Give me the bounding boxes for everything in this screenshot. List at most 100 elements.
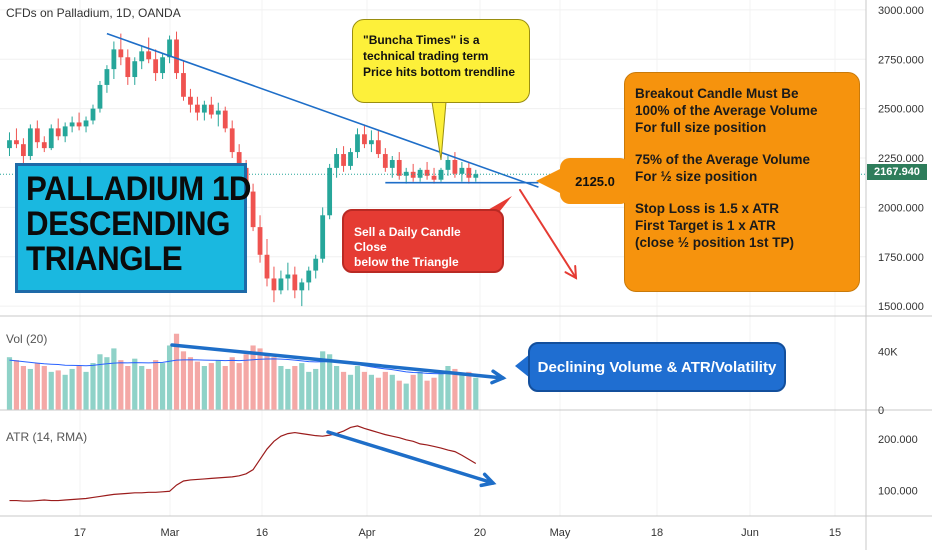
candle-body xyxy=(160,57,165,74)
candle-body xyxy=(229,128,235,153)
atr-line xyxy=(9,425,477,502)
volume-tick-label: 40K xyxy=(878,346,898,358)
volume-bar xyxy=(215,360,221,410)
yellow-note-line-2: technical trading term xyxy=(363,49,489,63)
candle-body xyxy=(452,159,458,174)
declining-volume-note: Declining Volume & ATR/Volatility xyxy=(528,342,786,392)
sell-arrow xyxy=(519,189,577,279)
volume-bar xyxy=(431,377,437,410)
candle-body xyxy=(21,144,26,157)
rule-3a: Stop Loss is 1.5 x ATR xyxy=(635,201,780,216)
volume-bar xyxy=(278,366,284,410)
volume-bar xyxy=(104,357,110,410)
volume-bar xyxy=(452,368,458,410)
volume-bar xyxy=(166,345,173,410)
price-tick-label: 3000.000 xyxy=(878,5,924,17)
candle-body xyxy=(132,61,138,78)
candle-body xyxy=(83,120,89,127)
candle-body xyxy=(278,278,284,291)
volume-bar xyxy=(403,383,409,410)
volume-note-pointer xyxy=(515,354,530,378)
candle-body xyxy=(174,39,179,74)
candle-body xyxy=(271,278,277,291)
candle-body xyxy=(369,140,374,145)
sell-signal-note: Sell a Daily Candle Close below the Tria… xyxy=(342,209,504,273)
descending-trendline xyxy=(106,32,539,188)
candle-body xyxy=(55,128,61,137)
candle-body xyxy=(139,51,145,62)
volume-bar xyxy=(459,374,465,410)
price-tick-label: 1500.000 xyxy=(878,301,924,313)
volume-bar xyxy=(271,357,277,410)
volume-bar xyxy=(417,371,423,410)
title-line-1: PALLADIUM 1D xyxy=(26,170,252,208)
support-price-tag: 2125.0 xyxy=(560,158,630,204)
volume-bar xyxy=(48,371,54,410)
candle-body xyxy=(382,154,388,168)
candle-body xyxy=(111,49,117,70)
volume-bar xyxy=(438,371,444,410)
candle-body xyxy=(424,169,430,176)
volume-bar xyxy=(139,366,145,410)
candle-body xyxy=(195,104,200,113)
buncha-times-note: "Buncha Times" is a technical trading te… xyxy=(352,19,530,103)
rule-3c: (close ½ position 1st TP) xyxy=(635,235,795,250)
candle-body xyxy=(431,175,437,180)
time-tick-label: 15 xyxy=(829,527,841,539)
volume-bar xyxy=(320,351,326,410)
price-tick-label: 2000.000 xyxy=(878,202,924,214)
volume-decline-arrow xyxy=(170,343,505,380)
candle-body xyxy=(341,154,346,166)
volume-bar xyxy=(229,357,235,410)
rule-1c: For full size position xyxy=(635,120,767,135)
rule-3b: First Target is 1 x ATR xyxy=(635,218,776,233)
volume-bar xyxy=(299,363,305,410)
candle-body xyxy=(118,49,124,58)
volume-bar xyxy=(340,371,347,410)
candle-body xyxy=(41,142,47,149)
volume-bar xyxy=(55,370,61,410)
time-tick-label: May xyxy=(550,527,571,539)
volume-tick-label: 0 xyxy=(878,405,884,417)
candle-body xyxy=(62,126,68,137)
title-line-3: TRIANGLE xyxy=(26,240,183,278)
time-tick-label: Apr xyxy=(358,527,375,539)
volume-bar xyxy=(306,371,312,410)
candle-body xyxy=(222,110,228,129)
volume-series xyxy=(6,333,479,410)
volume-bar xyxy=(146,368,152,410)
time-tick-label: 16 xyxy=(256,527,268,539)
candle-body xyxy=(90,108,96,121)
chart-title: CFDs on Palladium, 1D, OANDA xyxy=(6,6,181,20)
candle-body xyxy=(153,59,159,74)
volume-pane-label: Vol (20) xyxy=(6,332,48,346)
candle-body xyxy=(215,110,221,115)
volume-bar xyxy=(292,366,298,410)
volume-bar xyxy=(334,366,340,410)
atr-tick-label: 100.000 xyxy=(878,485,918,497)
candle-body xyxy=(167,39,172,58)
yellow-note-line-3: Price hits bottom trendline xyxy=(363,65,516,79)
volume-bar xyxy=(132,358,138,410)
candle-body xyxy=(396,159,402,176)
atr-decline-arrow xyxy=(326,430,495,485)
time-tick-label: Jun xyxy=(741,527,759,539)
volume-bar xyxy=(466,371,472,410)
candle-body xyxy=(306,270,312,283)
volume-bar xyxy=(327,354,333,410)
candle-body xyxy=(188,96,193,105)
candle-body xyxy=(257,227,263,255)
volume-bar xyxy=(236,363,242,410)
price-tag-pointer xyxy=(536,168,562,194)
volume-bar xyxy=(375,377,381,410)
candle-body xyxy=(466,167,472,178)
candle-body xyxy=(334,154,339,168)
volume-ma-line xyxy=(9,358,476,375)
price-tick-label: 2250.000 xyxy=(878,153,924,165)
yellow-note-line-1: "Buncha Times" is a xyxy=(363,33,480,47)
title-line-2: DESCENDING xyxy=(26,205,230,243)
candle-body xyxy=(438,169,444,180)
candle-body xyxy=(181,73,186,97)
price-series xyxy=(7,31,479,307)
